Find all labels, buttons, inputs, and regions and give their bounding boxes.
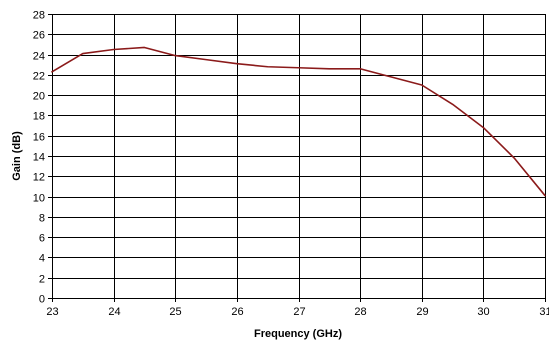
y-tick-label: 10 — [33, 193, 45, 205]
x-tick-labels: 23 24 25 26 27 28 29 30 31 — [46, 306, 549, 318]
y-tick-label: 26 — [33, 30, 45, 42]
series-layer — [51, 46, 546, 197]
x-tick-label: 27 — [293, 306, 305, 318]
y-tick-label: 20 — [33, 91, 45, 103]
x-tick-label: 29 — [416, 306, 428, 318]
y-tick-label: 6 — [39, 233, 45, 245]
x-tick-label: 24 — [108, 306, 120, 318]
grid-lines — [52, 14, 546, 298]
y-tick-label: 16 — [33, 132, 45, 144]
x-tick-label: 30 — [477, 306, 489, 318]
x-tick-label: 23 — [46, 306, 58, 318]
x-tick-label: 26 — [231, 306, 243, 318]
y-tick-label: 24 — [33, 51, 45, 63]
y-tick-label: 22 — [33, 71, 45, 83]
y-tick-label: 4 — [39, 253, 45, 265]
y-tick-label: 14 — [33, 152, 45, 164]
y-tick-label: 2 — [39, 274, 45, 286]
y-tick-label: 18 — [33, 111, 45, 123]
y-tick-label: 12 — [33, 172, 45, 184]
y-axis-title: Gain (dB) — [11, 131, 23, 181]
y-tick-label: 0 — [39, 294, 45, 306]
x-tick-label: 31 — [539, 306, 549, 318]
y-tick-label: 8 — [39, 213, 45, 225]
x-tick-label: 25 — [169, 306, 181, 318]
series-line-gain — [51, 46, 546, 197]
x-axis-title: Frequency (GHz) — [254, 328, 342, 340]
x-tick-label: 28 — [354, 306, 366, 318]
y-tick-label: 28 — [33, 10, 45, 22]
axes — [48, 14, 546, 302]
